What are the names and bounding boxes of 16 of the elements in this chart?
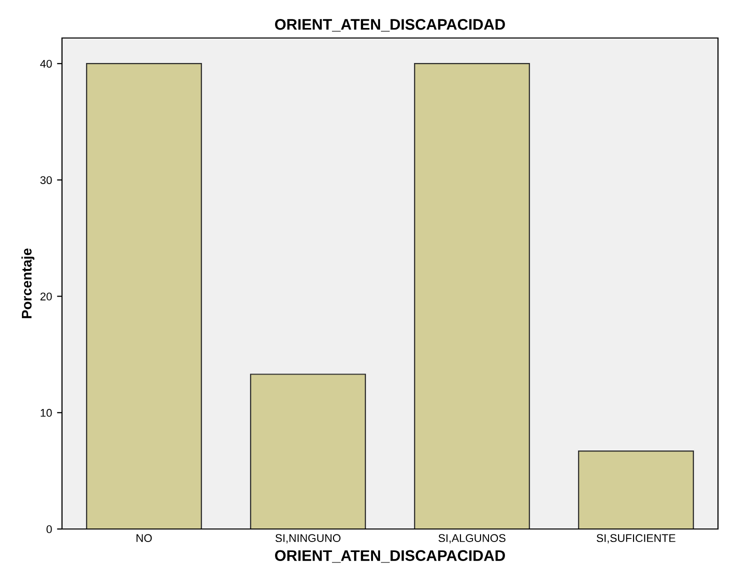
x-tick-label: SI,SUFICIENTE <box>596 534 676 544</box>
chart-title: ORIENT_ATEN_DISCAPACIDAD <box>275 19 505 32</box>
y-tick-label: 40 <box>40 60 52 68</box>
y-tick-label: 10 <box>40 408 52 417</box>
x-axis-title: ORIENT_ATEN_DISCAPACIDAD <box>275 550 505 563</box>
bar <box>250 374 366 529</box>
x-tick-label: SI,NINGUNO <box>275 534 340 544</box>
y-tick-label: 20 <box>40 292 52 300</box>
bar <box>414 63 530 529</box>
bar <box>86 63 202 529</box>
x-tick-label: NO <box>136 534 152 542</box>
y-axis-title: Porcentaje <box>21 248 34 318</box>
bar <box>578 450 694 529</box>
y-tick-label: 30 <box>40 176 52 184</box>
y-tick-label: 0 <box>46 525 52 534</box>
x-tick-label: SI,ALGUNOS <box>438 534 506 544</box>
